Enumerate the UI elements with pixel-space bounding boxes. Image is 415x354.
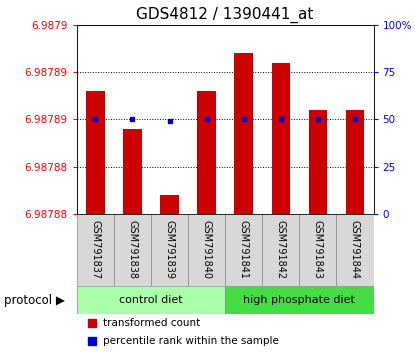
Bar — [262, 214, 299, 286]
Text: GSM791844: GSM791844 — [350, 219, 360, 279]
Text: GSM791839: GSM791839 — [164, 219, 174, 279]
Bar — [346, 110, 364, 214]
Text: GSM791840: GSM791840 — [202, 219, 212, 279]
Title: GDS4812 / 1390441_at: GDS4812 / 1390441_at — [137, 7, 314, 23]
Text: GSM791838: GSM791838 — [127, 219, 137, 279]
Text: GSM791837: GSM791837 — [90, 219, 100, 279]
Bar — [77, 286, 225, 314]
Bar — [197, 91, 216, 214]
Bar — [299, 214, 337, 286]
Text: protocol ▶: protocol ▶ — [4, 293, 65, 307]
Bar — [151, 214, 188, 286]
Bar — [225, 214, 262, 286]
Text: transformed count: transformed count — [103, 318, 201, 328]
Bar — [337, 214, 374, 286]
Bar — [77, 214, 114, 286]
Text: percentile rank within the sample: percentile rank within the sample — [103, 336, 279, 346]
Text: GSM791842: GSM791842 — [276, 219, 286, 279]
Text: GSM791843: GSM791843 — [313, 219, 323, 279]
Bar — [160, 195, 179, 214]
Bar — [114, 214, 151, 286]
Text: control diet: control diet — [119, 295, 183, 305]
Bar — [188, 214, 225, 286]
Text: GSM791841: GSM791841 — [239, 219, 249, 279]
Bar — [309, 110, 327, 214]
Bar — [123, 129, 142, 214]
Bar — [86, 91, 105, 214]
Bar — [234, 53, 253, 214]
Bar — [271, 63, 290, 214]
Bar — [225, 286, 374, 314]
Text: high phosphate diet: high phosphate diet — [243, 295, 355, 305]
